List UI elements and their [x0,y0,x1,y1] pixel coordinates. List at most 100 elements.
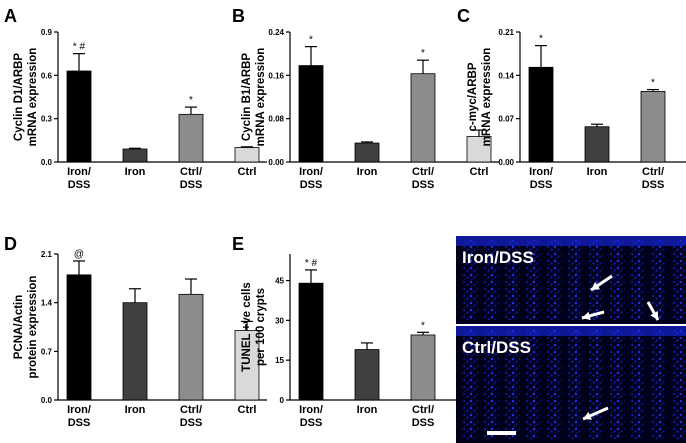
x-tick-label: DSS [530,179,553,191]
y-tick-label: 0.07 [498,115,514,124]
crypt-shading [566,240,583,320]
crypt-shading [482,240,499,320]
bar [66,70,92,163]
bar [178,293,204,401]
x-tick-label: DSS [412,179,435,191]
significance-marker: * [539,34,543,45]
y-tick-label: 30 [275,316,284,325]
crypt-shading [524,240,541,320]
crypt-shading [545,330,562,439]
x-tick-label: Ctrl/ [180,166,202,178]
x-tick-label: Ctrl/ [642,166,664,178]
significance-marker: * [421,320,425,331]
bar [466,136,492,163]
bar [584,126,610,163]
crypt-shading [608,330,625,439]
crypt-shading [503,240,520,320]
chart-panel-C: Cc-myc/ARBP mRNA expression 0.00 0.07 0.14 0.… [457,6,686,191]
crypt-shading [482,330,499,439]
y-axis-label: Cyclin B1/ARBP [241,53,253,142]
significance-marker: * [189,95,193,106]
crypt-shading [629,240,646,320]
x-tick-label: Iron/ [67,166,91,178]
micrograph-bottom: Ctrl/DSS [456,326,686,443]
y-axis-label: mRNA expression [255,48,267,147]
crypt-shading [462,240,478,320]
panel-letter: A [4,6,17,26]
bar [298,65,324,163]
crypt-shading [671,240,686,320]
y-tick-label: 0.3 [41,115,53,124]
x-tick-label: Iron/ [67,404,91,416]
x-tick-label: DSS [180,417,203,429]
significance-marker: * [309,35,313,46]
crypt-shading [671,330,686,439]
panel-letter: C [457,6,470,26]
arrow-head [591,282,600,290]
x-tick-label: DSS [68,417,91,429]
bar [122,302,148,401]
significance-marker: * [651,78,655,89]
panel-letter: D [4,234,17,254]
x-tick-label: DSS [68,179,91,191]
significance-marker: @ [74,249,84,260]
y-axis-label: PCNA/Actin [13,295,25,360]
bar [122,148,148,163]
bar [178,113,204,163]
x-tick-label: Iron/ [529,166,553,178]
y-axis-label: Cyclin D1/ARBP [13,53,25,142]
y-tick-label: 0.0 [41,158,53,167]
crypt-shading [566,330,583,439]
y-axis-label: c-myc/ARBP [467,62,479,131]
mucosal-edge [456,326,686,336]
micrograph-label: Ctrl/DSS [462,338,531,357]
crypt-shading [587,330,604,439]
x-tick-label: Ctrl/ [180,404,202,416]
x-tick-label: Ctrl [238,166,257,178]
x-tick-label: DSS [180,179,203,191]
y-tick-label: 2.1 [41,250,53,259]
bar [410,334,436,401]
chart-panel-D: D PCNA/Actin protein expression 0.0 0.7 1.4 2.… [4,234,267,429]
y-tick-label: 0.0 [41,396,53,405]
bar [528,66,554,163]
bar [66,274,92,401]
crypt-shading [503,330,520,439]
y-axis-label: protein expression [27,276,39,379]
bar [410,73,436,163]
crypt-shading [545,240,562,320]
y-tick-label: 1.4 [41,299,53,308]
y-tick-label: 0.9 [41,28,53,37]
x-tick-label: DSS [412,417,435,429]
x-tick-label: Ctrl/ [412,404,434,416]
bar [298,282,324,401]
x-tick-label: DSS [300,417,323,429]
x-tick-label: DSS [300,179,323,191]
bar [234,330,260,401]
y-tick-label: 45 [275,277,284,286]
y-axis-label: TUNEL +ve cells [241,282,253,372]
x-tick-label: Iron [125,404,146,416]
crypt-shading [462,330,478,439]
crypt-shading [650,240,667,320]
y-tick-label: 0.08 [268,115,284,124]
x-tick-label: Iron/ [299,404,323,416]
x-tick-label: Iron [357,404,378,416]
arrow-head [583,411,592,420]
x-tick-label: Ctrl [470,166,489,178]
y-tick-label: 0.00 [268,158,284,167]
y-axis-label: per 100 crypts [255,288,267,366]
y-tick-label: 0.6 [41,71,53,80]
x-tick-label: DSS [642,179,665,191]
y-tick-label: 0.16 [268,71,284,80]
bar [354,349,380,401]
chart-panel-A: A Cyclin D1/ARBP mRNA expression 0.0 0.3 0.6 0… [4,6,267,191]
significance-marker: * # [73,42,86,53]
micrograph-divider [456,324,686,326]
bar [640,91,666,163]
bar [354,142,380,163]
y-tick-label: 0.24 [268,28,284,37]
